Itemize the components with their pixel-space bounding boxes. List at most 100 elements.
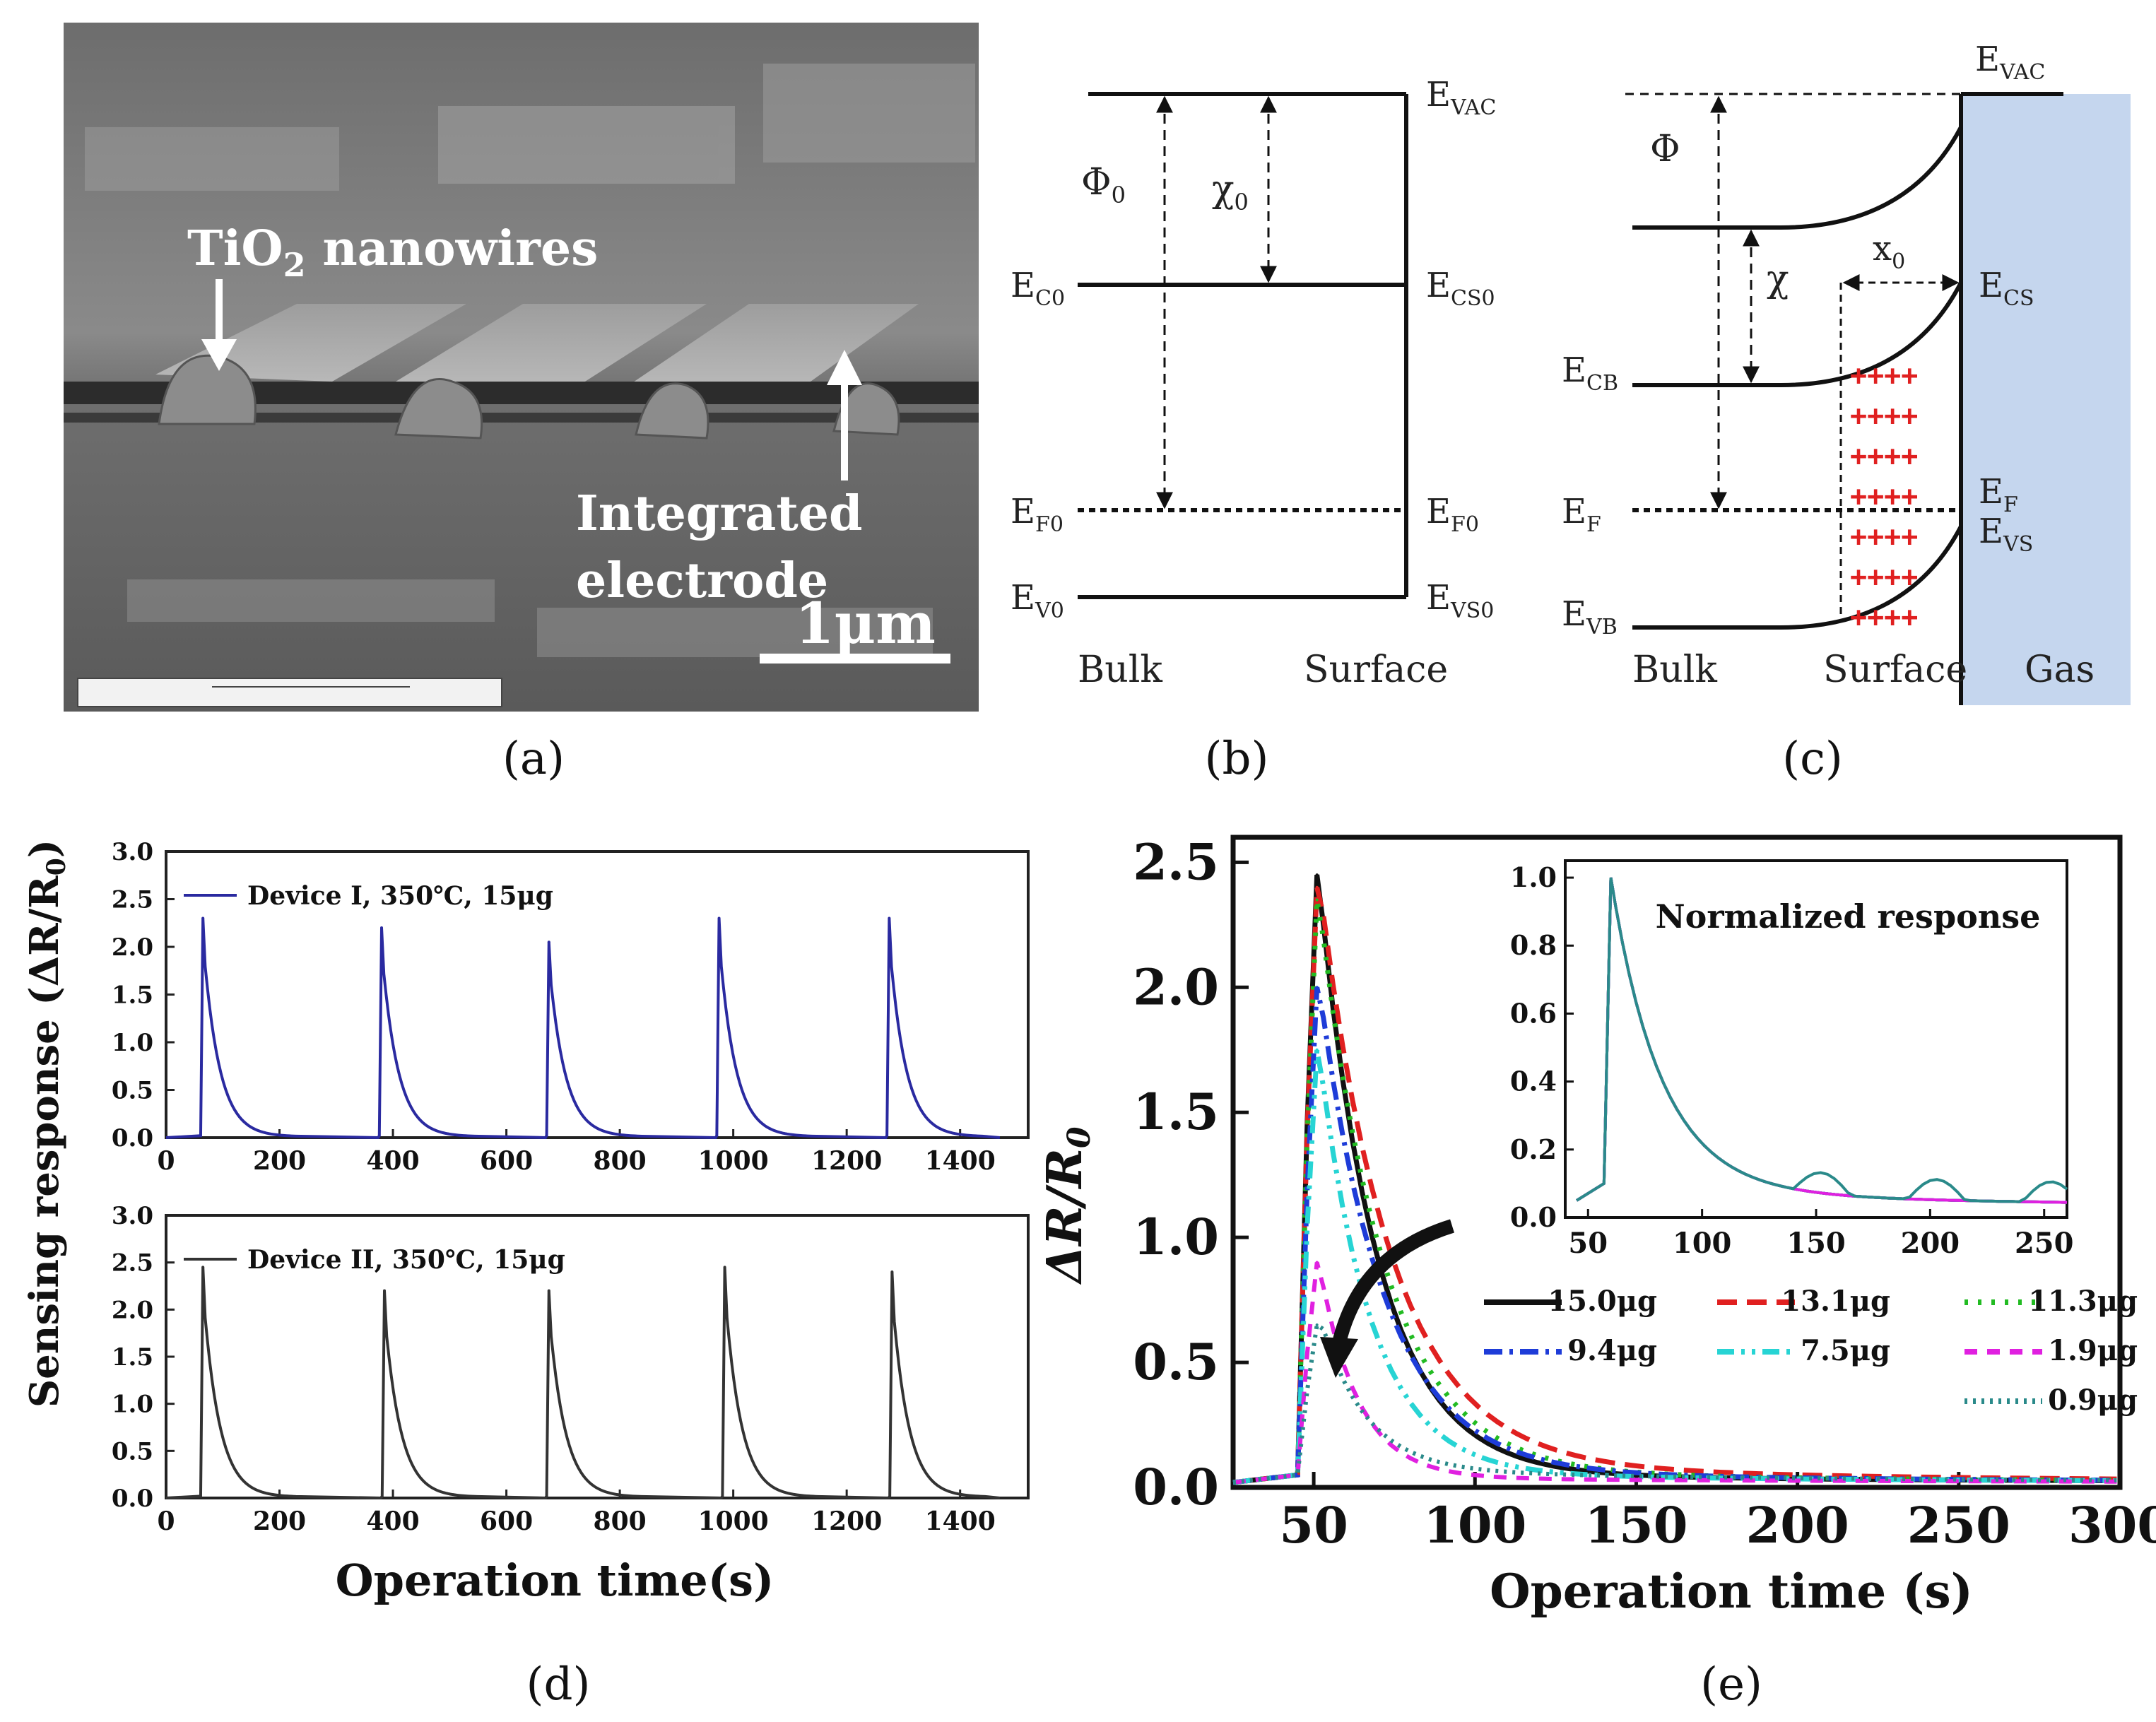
panel-d-xlabel: Operation time(s) bbox=[336, 1555, 774, 1606]
x-tick-label: 400 bbox=[366, 1146, 419, 1176]
x-tick-label: 1400 bbox=[925, 1146, 996, 1176]
panel-e-xlabel: Operation time (s) bbox=[1490, 1564, 1973, 1619]
chi0-label: χ0 bbox=[1212, 168, 1249, 216]
x-tick-label: 400 bbox=[366, 1506, 419, 1536]
electrode-annotation-line2: electrode bbox=[576, 553, 828, 609]
y-tick-label: 1.0 bbox=[1133, 1208, 1219, 1266]
sem-background-structures bbox=[85, 64, 975, 657]
x-tick-label: 250 bbox=[1907, 1496, 2010, 1555]
inset-frame bbox=[1564, 859, 2068, 1219]
y-tick-label: 2.5 bbox=[1133, 832, 1219, 891]
peak-point bbox=[717, 916, 721, 920]
x-tick-label: 200 bbox=[253, 1506, 306, 1536]
positive-charges: ++++ ++++ ++++ ++++ ++++ ++++ ++++ bbox=[1850, 360, 1918, 634]
y-tick-label: 0.6 bbox=[1510, 997, 1557, 1029]
series-line bbox=[1232, 1321, 2117, 1485]
x-tick-label: 1200 bbox=[811, 1506, 882, 1536]
x-tick-label: 200 bbox=[1901, 1227, 1960, 1260]
y-tick-label: 1.5 bbox=[112, 981, 153, 1010]
peak-point bbox=[201, 916, 205, 920]
charge-row: ++++ bbox=[1850, 360, 1918, 392]
series-peak-point bbox=[1315, 1323, 1319, 1326]
y-tick-label: 0.0 bbox=[112, 1485, 153, 1513]
peak-point bbox=[380, 926, 383, 929]
chart-e-inset: 50 100 150 200 250 0.0 0.2 0.4 0.6 0.8 1.0 Normaliz… bbox=[1510, 859, 2073, 1260]
x-tick-label: 200 bbox=[1746, 1496, 1849, 1555]
chi-label: χ bbox=[1767, 258, 1789, 300]
ef0-right-label: EF0 bbox=[1426, 492, 1479, 537]
y-tick-label: 3.0 bbox=[112, 1202, 153, 1230]
x-tick-label: 150 bbox=[1584, 1496, 1687, 1555]
y-tick-label: 1.0 bbox=[1510, 861, 1557, 893]
y-tick-label: 0.0 bbox=[112, 1124, 153, 1152]
x-tick-label: 100 bbox=[1423, 1496, 1526, 1555]
charge-row: ++++ bbox=[1850, 440, 1918, 473]
trend-arrow-head bbox=[1320, 1337, 1358, 1378]
ef0-left-label: EF0 bbox=[1011, 492, 1064, 537]
gas-region bbox=[1961, 94, 2131, 705]
y-tick-label: 0.2 bbox=[1510, 1133, 1557, 1165]
x-tick-label: 600 bbox=[480, 1506, 533, 1536]
series-peak-point bbox=[1315, 986, 1319, 989]
series-line bbox=[1232, 899, 2117, 1485]
inset-series-line bbox=[1576, 877, 2068, 1203]
inset-title: Normalized response bbox=[1656, 897, 2041, 936]
phi-label: Φ bbox=[1650, 128, 1680, 170]
y-tick-label: 0.4 bbox=[1510, 1066, 1557, 1097]
panel-d-label: (d) bbox=[526, 1658, 591, 1711]
nanowires-annotation: TiO2 nanowires bbox=[187, 220, 598, 284]
gas-label: Gas bbox=[2025, 649, 2095, 691]
plot-frame bbox=[1230, 835, 2123, 1490]
ecs0-label: ECS0 bbox=[1426, 266, 1495, 311]
evs0-label: EVS0 bbox=[1426, 578, 1494, 623]
legend-label: Device II, 350℃, 15μg bbox=[247, 1245, 565, 1275]
legend-label: 0.9μg bbox=[2048, 1384, 2138, 1417]
ec0-label: EC0 bbox=[1011, 266, 1065, 311]
x-tick-label: 50 bbox=[1568, 1227, 1608, 1260]
y-tick-label: 1.0 bbox=[112, 1391, 153, 1419]
surface-label-c: Surface bbox=[1823, 649, 1967, 691]
x-tick-label: 1400 bbox=[925, 1506, 996, 1536]
legend-label: 13.1μg bbox=[1781, 1285, 1890, 1318]
peak-point bbox=[383, 1289, 387, 1292]
series-peak-point bbox=[1315, 898, 1319, 902]
y-tick-label: 2.5 bbox=[112, 1249, 153, 1278]
evac-b-label: EVAC bbox=[1426, 75, 1496, 120]
ecb-label: ECB bbox=[1562, 350, 1618, 396]
peak-point bbox=[547, 1289, 550, 1292]
ef-right-label: EF bbox=[1979, 472, 2018, 517]
legend-label: 11.3μg bbox=[2028, 1285, 2138, 1318]
y-tick-label: 0.5 bbox=[1133, 1333, 1219, 1391]
ecs-label: ECS bbox=[1979, 266, 2034, 311]
chart-d-bottom: 0 200 400 600 800 1000 1200 1400 0.0 0.5 1.0 1.5 2.0… bbox=[112, 1202, 1030, 1536]
panel-b: Φ0 χ0 EC0 EF0 EV0 EVAC ECS0 EF0 EVS0 Bul… bbox=[1011, 75, 1496, 785]
panel-e: ΔR/R0 50 100 150 200 250 300 0.0 0.5 1.0 1.5 2.0 2.… bbox=[1037, 832, 2156, 1711]
chart-e-main: 50 100 150 200 250 300 0.0 0.5 1.0 1.5 2.0 2.5 15.0μ… bbox=[1133, 832, 2156, 1555]
ef-left-label: EF bbox=[1562, 492, 1601, 537]
y-tick-label: 1.5 bbox=[112, 1343, 153, 1372]
evb-level-bent bbox=[1632, 525, 1963, 630]
x-tick-label: 50 bbox=[1279, 1496, 1348, 1555]
ecb-level-bent bbox=[1632, 281, 1963, 387]
panel-c: Φ χ x0 ++++ ++++ ++++ ++++ ++++ ++++ +++… bbox=[1562, 40, 2131, 785]
bulk-label-b: Bulk bbox=[1078, 649, 1162, 691]
response-trace bbox=[165, 1267, 1001, 1500]
y-tick-label: 2.5 bbox=[112, 886, 153, 914]
x-tick-label: 0 bbox=[157, 1146, 175, 1176]
x-tick-label: 150 bbox=[1786, 1227, 1846, 1260]
x-tick-label: 1000 bbox=[698, 1506, 769, 1536]
x-tick-label: 1000 bbox=[698, 1146, 769, 1176]
y-tick-label: 1.0 bbox=[112, 1029, 153, 1057]
scale-bar bbox=[760, 654, 950, 664]
panel-e-ylabel: ΔR/R0 bbox=[1037, 1126, 1097, 1285]
evb-label: EVB bbox=[1562, 594, 1618, 639]
peak-point bbox=[723, 1266, 726, 1269]
legend-label: 1.9μg bbox=[2048, 1334, 2138, 1367]
charge-row: ++++ bbox=[1850, 561, 1918, 594]
panel-a-label: (a) bbox=[502, 733, 565, 785]
y-tick-label: 3.0 bbox=[112, 838, 153, 866]
y-tick-label: 2.0 bbox=[112, 1296, 153, 1324]
vacuum-level-bent bbox=[1632, 126, 1963, 230]
x0-label: x0 bbox=[1873, 229, 1905, 274]
x-tick-label: 600 bbox=[480, 1146, 533, 1176]
